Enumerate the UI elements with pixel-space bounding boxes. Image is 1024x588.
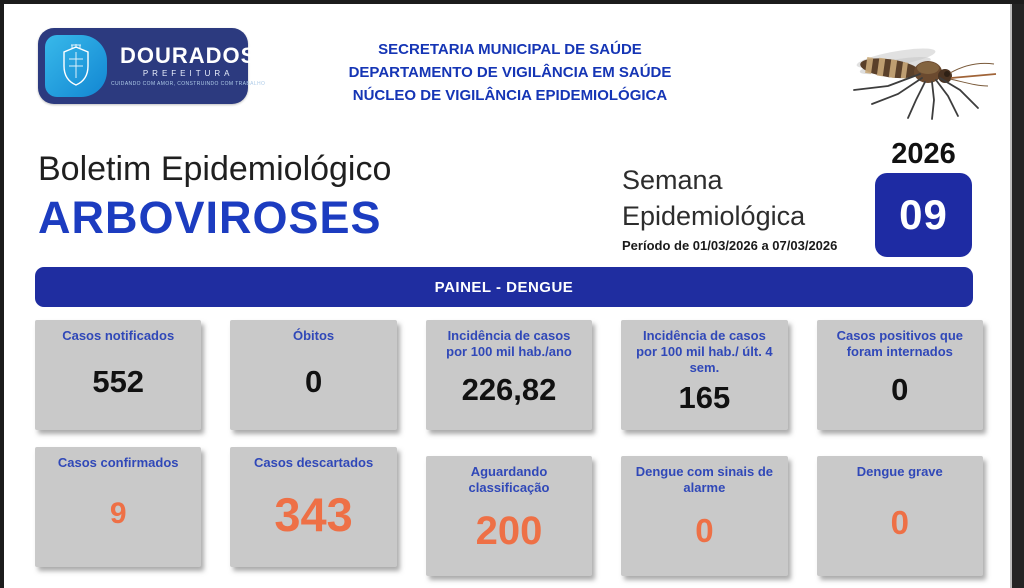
city-crest-icon <box>45 35 107 97</box>
week-label: Semana Epidemiológica <box>622 162 805 234</box>
stat-card-incidencia-4sem: Incidência de casos por 100 mil hab./ úl… <box>621 320 788 430</box>
stat-cards-row-2: Casos confirmados 9 Casos descartados 34… <box>35 447 983 576</box>
panel-banner: PAINEL - DENGUE <box>35 267 973 307</box>
stat-card-value: 0 <box>695 512 714 549</box>
week-label-line1: Semana <box>622 165 723 195</box>
stat-card-casos-notificados: Casos notificados 552 <box>35 320 202 430</box>
logo-tagline: CUIDANDO COM AMOR, CONSTRUINDO COM TRABA… <box>111 81 266 87</box>
dourados-logo: DOURADOS PREFEITURA CUIDANDO COM AMOR, C… <box>38 28 265 104</box>
stat-card-label: Aguardando classificação <box>468 464 550 495</box>
stat-card-value: 343 <box>274 487 353 541</box>
department-header: SECRETARIA MUNICIPAL DE SAÚDE DEPARTAMEN… <box>290 38 730 107</box>
window-frame-left <box>0 0 4 588</box>
window-frame-top <box>0 0 1024 4</box>
header-line-2: DEPARTAMENTO DE VIGILÂNCIA EM SAÚDE <box>348 64 672 81</box>
stat-card-dengue-grave: Dengue grave 0 <box>816 456 983 576</box>
window-frame-right <box>1012 0 1024 588</box>
stat-card-casos-descartados: Casos descartados 343 <box>230 447 397 567</box>
stat-card-casos-confirmados: Casos confirmados 9 <box>35 447 202 567</box>
stat-card-value: 200 <box>475 508 543 553</box>
mosquito-image <box>828 16 1008 124</box>
stat-card-label: Casos positivos que foram internados <box>836 328 963 359</box>
week-year: 2026 <box>891 138 956 170</box>
stat-cards-row-1: Casos notificados 552 Óbitos 0 Incidênci… <box>35 320 983 430</box>
stat-card-value: 552 <box>92 364 145 399</box>
window-frame-divider <box>1010 0 1012 588</box>
week-period: Período de 01/03/2026 a 07/03/2026 <box>622 238 838 253</box>
stat-card-value: 165 <box>678 380 731 415</box>
panel-banner-label: PAINEL - DENGUE <box>434 278 574 296</box>
stat-card-obitos: Óbitos 0 <box>230 320 397 430</box>
stat-card-value: 0 <box>304 364 323 399</box>
logo-city-name: DOURADOS <box>120 43 257 68</box>
stat-card-sinais-alarme: Dengue com sinais de alarme 0 <box>621 456 788 576</box>
stat-card-label: Incidência de casos por 100 mil hab./ úl… <box>636 328 773 375</box>
week-number: 09 <box>899 191 948 238</box>
stat-card-label: Óbitos <box>293 328 335 343</box>
week-number-box: 09 <box>875 173 972 257</box>
stat-card-incidencia-ano: Incidência de casos por 100 mil hab./ano… <box>425 320 593 430</box>
logo-subtitle: PREFEITURA <box>142 69 234 78</box>
stat-card-value: 226,82 <box>461 372 557 407</box>
stat-card-label: Casos confirmados <box>57 455 179 470</box>
stat-card-internados: Casos positivos que foram internados 0 <box>816 320 983 430</box>
stat-card-value: 0 <box>891 372 909 407</box>
stat-card-label: Casos notificados <box>62 328 175 343</box>
stat-card-label: Casos descartados <box>253 455 374 470</box>
bulletin-title: Boletim Epidemiológico <box>38 150 392 188</box>
stat-card-label: Dengue grave <box>856 464 943 479</box>
logo-text: DOURADOS PREFEITURA CUIDANDO COM AMOR, C… <box>107 43 273 88</box>
stat-card-label: Incidência de casos por 100 mil hab./ano <box>446 328 572 359</box>
stat-card-value: 9 <box>109 497 127 530</box>
stat-card-label: Dengue com sinais de alarme <box>635 464 774 495</box>
stat-card-aguardando-classificacao: Aguardando classificação 200 <box>425 456 593 576</box>
header-line-1: SECRETARIA MUNICIPAL DE SAÚDE <box>378 41 642 58</box>
bulletin-subject: ARBOVIROSES <box>38 192 382 243</box>
stat-card-value: 0 <box>890 504 909 541</box>
header-line-3: NÚCLEO DE VIGILÂNCIA EPIDEMIOLÓGICA <box>352 87 668 104</box>
week-label-line2: Epidemiológica <box>622 201 806 231</box>
